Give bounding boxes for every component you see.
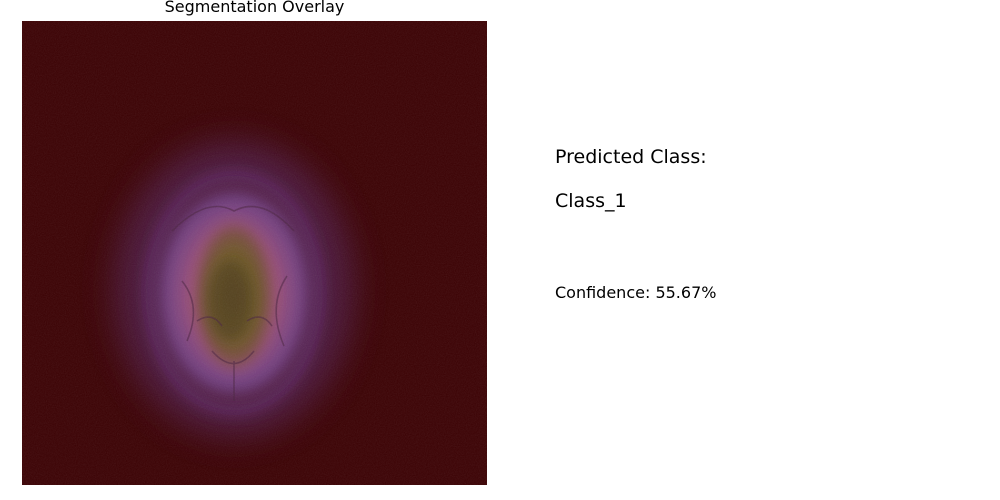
predicted-class-value: Class_1 [555,190,627,212]
segmentation-overlay-image [22,21,487,485]
predicted-class-label: Predicted Class: [555,146,707,168]
image-grain [22,21,487,485]
plot-title: Segmentation Overlay [164,0,345,16]
confidence-text: Confidence: 55.67% [555,283,717,302]
